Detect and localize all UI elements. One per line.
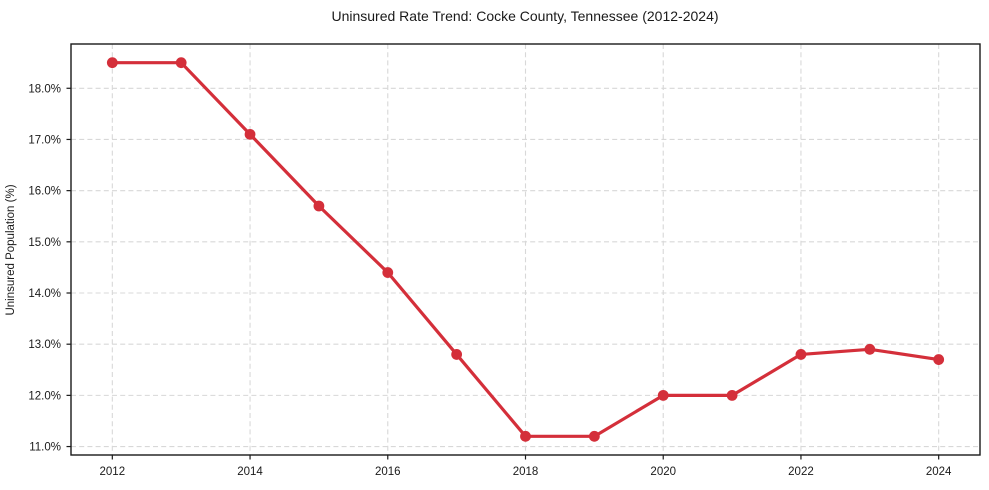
x-axis-tick-label: 2018 [513,466,539,478]
data-point [382,267,394,278]
x-axis-tick-label: 2022 [788,466,814,478]
x-axis-tick-label: 2014 [237,466,263,478]
data-point [864,343,876,355]
data-point [451,349,463,360]
data-point [657,389,669,401]
x-axis-tick-label: 2024 [926,466,952,478]
data-point [726,389,738,401]
y-axis-tick-label: 16.0% [28,186,61,198]
y-axis-tick-label: 15.0% [28,237,61,249]
y-axis-label: Uninsured Population (%) [5,184,17,315]
data-point [175,57,187,69]
data-point [106,57,118,69]
data-point [933,354,945,365]
y-axis-tick-label: 12.0% [28,390,61,402]
data-point [244,128,256,140]
data-point [795,349,807,360]
y-axis-tick-label: 17.0% [28,134,61,146]
x-axis-tick-label: 2020 [650,466,676,478]
y-axis-tick-label: 14.0% [28,288,61,300]
chart-title: Uninsured Rate Trend: Cocke County, Tenn… [331,8,718,24]
data-point [520,430,531,442]
chart-plot-area: 2012 2014 2016 2018 2020 2022 2024 11.0% 12.0% 13… [28,43,981,478]
y-axis-tick-label: 11.0% [29,442,61,454]
y-axis-tick-label: 18.0% [28,83,61,95]
y-axis-tick-label: 13.0% [28,339,61,351]
data-point [588,430,600,442]
data-point [313,200,325,212]
x-axis-tick-label: 2012 [100,466,126,478]
x-axis-tick-label: 2016 [375,466,401,478]
